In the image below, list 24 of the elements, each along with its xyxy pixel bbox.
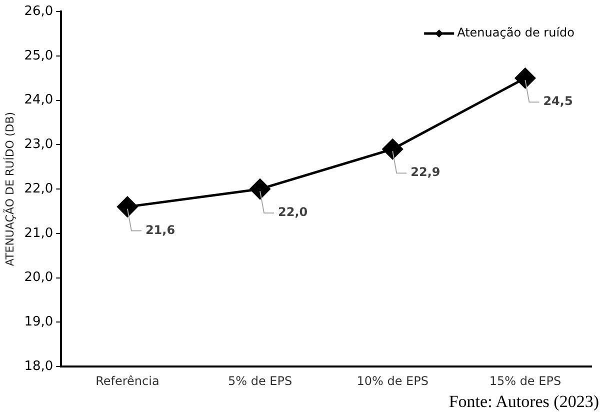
point [514,68,536,88]
y-tick-label: 24,0 [24,92,54,108]
point [382,138,403,160]
data-label: 21,6 [145,222,176,237]
data-label: 24,5 [543,94,573,108]
y-axis-title: ATENUAÇÃO DE RUÍDO (DB) [2,112,16,266]
y-tick-label: 26,0 [24,4,54,19]
y-tick-label: 19,0 [24,314,54,330]
x-tick-label: 5% de EPS [228,374,292,388]
x-tick-label: 10% de EPS [356,374,428,388]
y-tick-label: 21,0 [24,226,54,241]
point [117,196,138,218]
data-label: 22,9 [410,165,440,180]
x-tick-label: 15% de EPS [489,374,562,388]
y-tick-label: 23,0 [24,137,54,152]
source-note: Fonte: Autores (2023) [448,392,600,412]
y-tick-label: 22,0 [24,181,54,196]
data-label: 22,0 [278,205,308,220]
y-tick-label: 25,0 [24,48,54,64]
x-tick-label: Referência [96,374,160,388]
y-tick-label: 20,0 [24,270,54,286]
legend-label: Atenuação de ruído [457,26,574,40]
y-tick-label: 18,0 [24,358,54,374]
point [250,178,270,200]
